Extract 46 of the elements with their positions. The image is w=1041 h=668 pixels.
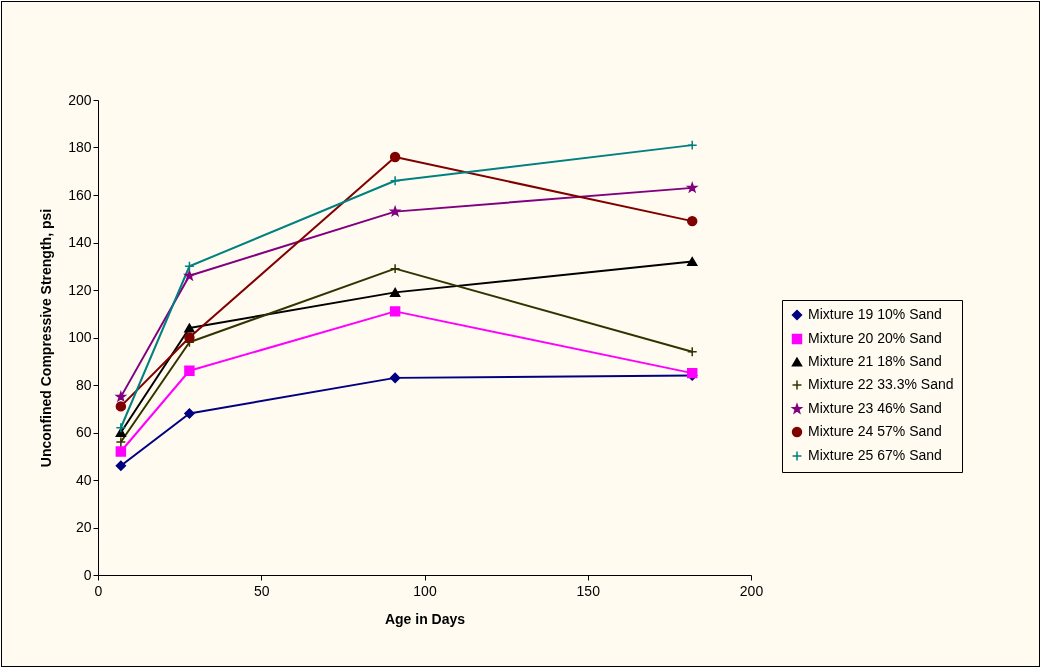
point xyxy=(184,408,195,419)
y-tick-label: 40 xyxy=(75,471,92,488)
y-tick-label: 120 xyxy=(68,281,92,298)
point xyxy=(389,306,401,317)
y-tick-label: 20 xyxy=(75,519,92,535)
point xyxy=(389,372,401,384)
point xyxy=(184,270,195,281)
point xyxy=(687,182,698,193)
legend-label: Mixture 20 20% Sand xyxy=(808,330,942,346)
point xyxy=(389,175,401,186)
x-tick-label: 150 xyxy=(576,582,601,599)
point xyxy=(184,332,195,343)
point xyxy=(687,215,698,227)
legend-label: Mixture 21 18% Sand xyxy=(808,353,942,369)
point xyxy=(389,151,401,163)
point xyxy=(687,346,698,357)
legend-label: Mixture 25 67% Sand xyxy=(808,447,942,463)
point xyxy=(184,365,195,376)
y-tick-label: 180 xyxy=(68,139,92,155)
y-tick-label: 140 xyxy=(68,234,92,250)
point xyxy=(687,139,698,151)
y-tick-label: 60 xyxy=(75,424,92,440)
y-axis-title: Unconfined Compressive Strength, psi xyxy=(38,208,55,468)
x-tick-label: 100 xyxy=(413,582,437,599)
point xyxy=(115,422,127,433)
point xyxy=(389,263,401,274)
legend-label: Mixture 24 57% Sand xyxy=(808,423,942,439)
x-tick-label: 200 xyxy=(739,582,764,599)
point xyxy=(389,287,401,297)
legend-label: Mixture 22 33.3% Sand xyxy=(808,376,954,392)
x-tick-label: 0 xyxy=(94,582,103,599)
y-tick-label: 0 xyxy=(83,566,92,583)
point xyxy=(115,446,127,457)
x-axis-title: Age in Days xyxy=(384,610,466,627)
legend-label: Mixture 23 46% Sand xyxy=(808,400,942,416)
point xyxy=(115,460,127,471)
legend-label: Mixture 19 10% Sand xyxy=(808,306,942,322)
point xyxy=(115,436,127,448)
y-tick-label: 100 xyxy=(68,329,92,345)
y-tick-label: 80 xyxy=(75,376,92,393)
point xyxy=(184,323,195,333)
y-tick-label: 160 xyxy=(68,186,92,203)
point xyxy=(115,401,127,412)
y-tick-label: 200 xyxy=(68,91,92,108)
x-tick-label: 50 xyxy=(253,582,270,599)
point xyxy=(687,256,698,267)
